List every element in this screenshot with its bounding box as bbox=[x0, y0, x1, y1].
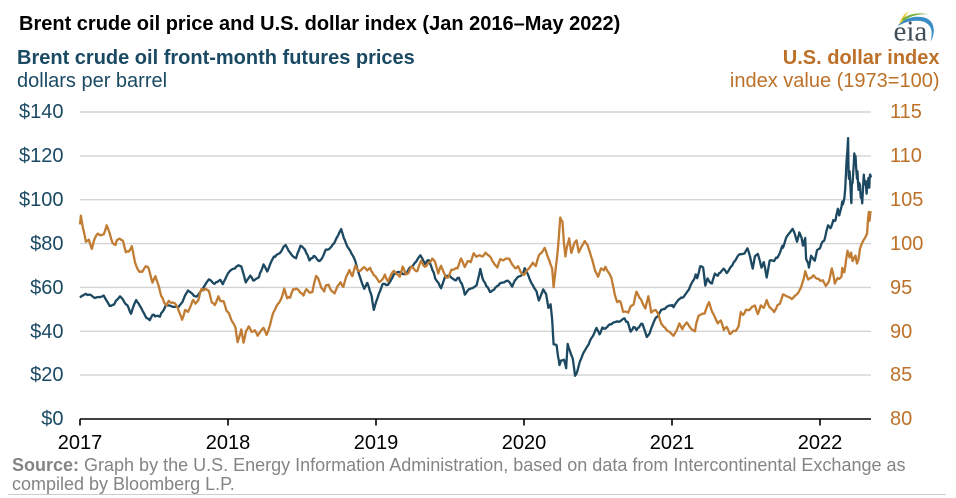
svg-text:eia: eia bbox=[894, 16, 928, 48]
